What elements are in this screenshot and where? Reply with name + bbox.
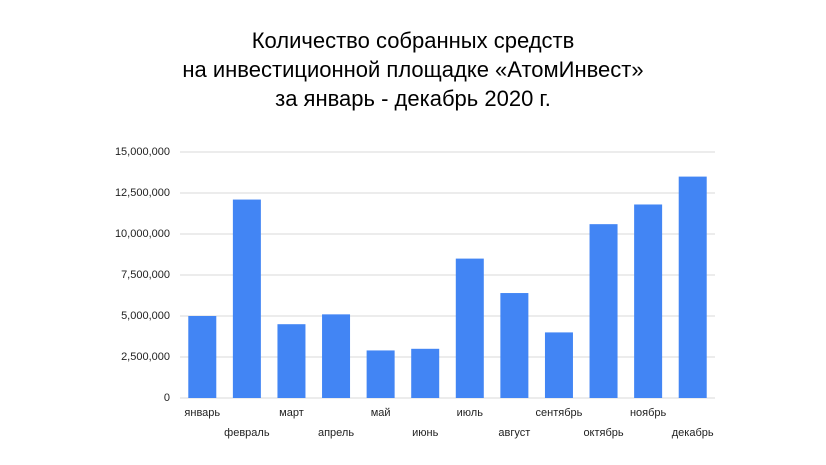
bar (232, 199, 261, 398)
bar (188, 316, 217, 398)
x-tick-label: июнь (412, 427, 438, 439)
bar (634, 204, 663, 398)
x-tick-label: ноябрь (630, 407, 667, 419)
x-tick-label: август (498, 427, 530, 439)
y-tick-label: 0 (164, 392, 170, 404)
bar (277, 324, 306, 398)
bar (544, 332, 573, 398)
y-tick-label: 7,500,000 (121, 269, 170, 281)
x-tick-label: январь (184, 407, 220, 419)
x-tick-label: декабрь (672, 427, 714, 439)
x-tick-label: март (279, 407, 304, 419)
x-tick-label: апрель (318, 427, 354, 439)
x-tick-label: июль (457, 407, 484, 419)
bar (589, 224, 618, 398)
y-tick-label: 5,000,000 (121, 310, 170, 322)
y-tick-label: 10,000,000 (115, 228, 170, 240)
x-tick-label: октябрь (583, 427, 623, 439)
bar (678, 176, 707, 398)
x-tick-label: май (371, 407, 391, 419)
x-tick-label: февраль (224, 427, 270, 439)
bar (366, 350, 395, 398)
chart-title: за январь - декабрь 2020 г. (275, 86, 551, 111)
bar (455, 258, 484, 398)
chart-title: на инвестиционной площадке «АтомИнвест» (182, 57, 643, 82)
bar (500, 293, 529, 398)
bar (411, 348, 440, 398)
bar (322, 314, 351, 398)
y-tick-label: 12,500,000 (115, 187, 170, 199)
y-tick-label: 2,500,000 (121, 351, 170, 363)
x-tick-label: сентябрь (536, 407, 583, 419)
chart-title: Количество собранных средств (252, 28, 575, 53)
y-tick-label: 15,000,000 (115, 146, 170, 158)
